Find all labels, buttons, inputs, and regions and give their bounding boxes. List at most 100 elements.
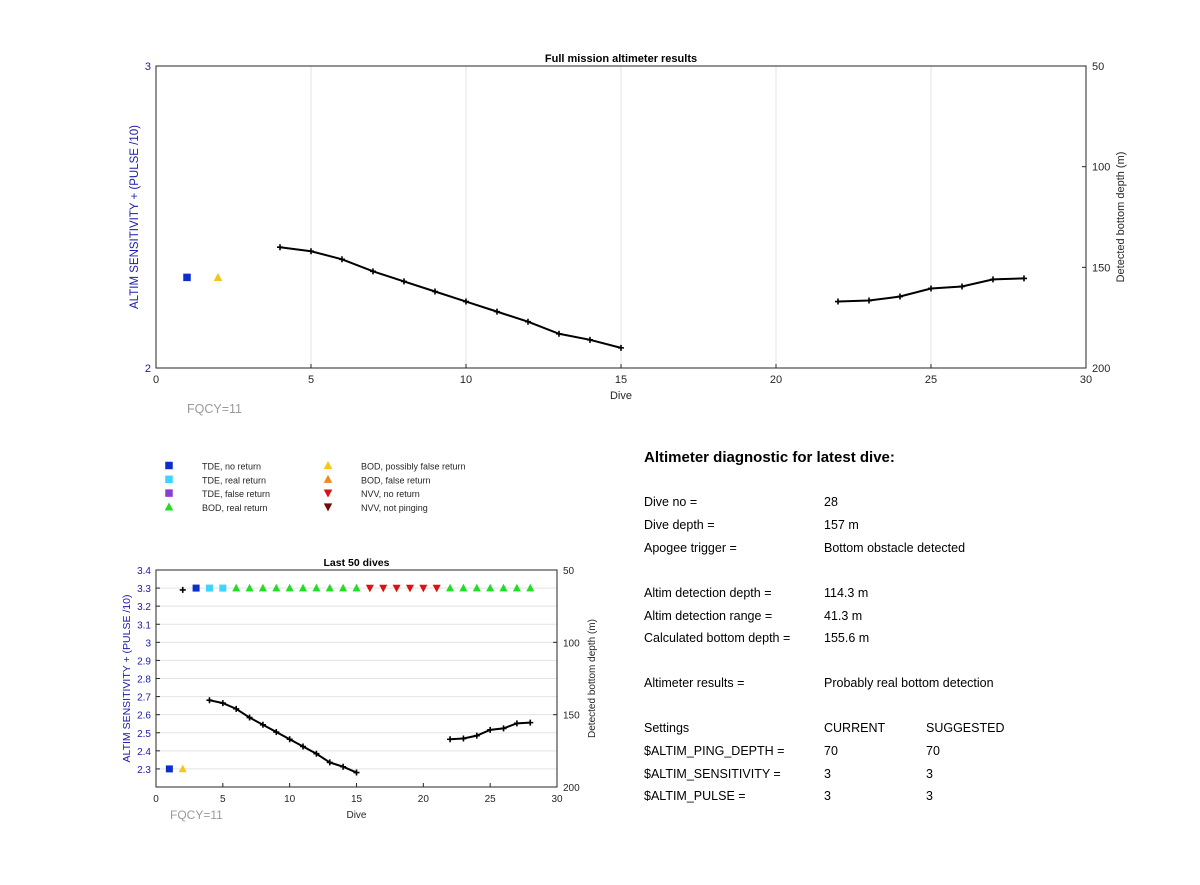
bottom-depth-point <box>473 732 480 739</box>
bottom-depth-point <box>206 697 213 704</box>
y-tick-label: 2.9 <box>137 656 151 667</box>
setting-suggested-value: 70 <box>926 744 940 758</box>
bod-real-return-marker <box>312 583 321 592</box>
bottom-depth-line <box>279 246 622 349</box>
bod-real-return-marker <box>459 583 468 592</box>
nvv-no-return-marker <box>392 584 401 593</box>
legend-marker-bod-false-return <box>323 474 333 483</box>
setting-name: $ALTIM_PULSE = <box>644 789 746 803</box>
diagnostic-row-value: 157 m <box>824 518 859 532</box>
legend-label: BOD, possibly false return <box>361 462 466 472</box>
legend-label: TDE, real return <box>202 475 266 485</box>
diagnostic-row-label: Apogee trigger = <box>644 541 737 555</box>
legend-marker-bod-possibly-false <box>323 460 333 470</box>
x-axis-label: Dive <box>346 810 366 821</box>
bottom-depth-line <box>209 699 357 774</box>
bottom-depth-point <box>308 248 314 255</box>
bottom-depth-point <box>353 769 360 776</box>
full-mission-chart: 0 5 10 15 20 25 30 2 3 50 100 150 200 Full mission al… <box>129 53 1127 416</box>
bottom-depth-point <box>618 344 624 351</box>
setting-name: $ALTIM_PING_DEPTH = <box>644 744 784 758</box>
bottom-depth-point <box>835 298 841 305</box>
x-tick-label: 30 <box>551 794 563 805</box>
setting-current-value: 70 <box>824 744 838 758</box>
bottom-depth-point <box>259 721 266 728</box>
bottom-depth-point <box>313 750 320 757</box>
marker-legend: TDE, no return TDE, real return TDE, false… <box>164 460 466 513</box>
bottom-depth-point <box>233 705 240 712</box>
nvv-no-return-marker <box>365 584 374 593</box>
x-tick-label: 25 <box>485 794 497 805</box>
bottom-depth-point <box>460 735 467 742</box>
diagnostic-row-label: Calculated bottom depth = <box>644 631 790 645</box>
x-tick-label: 15 <box>615 374 627 386</box>
bod-real-return-marker <box>352 583 361 592</box>
legend-label: TDE, false return <box>202 489 270 499</box>
x-tick-label: 15 <box>351 794 363 805</box>
chart-title: Last 50 dives <box>324 557 390 569</box>
bod-real-return-marker <box>339 583 348 592</box>
y-tick-label: 2.6 <box>137 711 151 722</box>
chart-title: Full mission altimeter results <box>545 53 697 65</box>
diagnostic-row-value: 114.3 m <box>824 586 868 600</box>
settings-header-suggested: SUGGESTED <box>926 721 1005 735</box>
setting-name: $ALTIM_SENSITIVITY = <box>644 767 781 781</box>
fqcy-annotation: FQCY=11 <box>187 402 242 416</box>
y2-tick-label: 50 <box>563 566 575 577</box>
diagnostic-row-value: 28 <box>824 495 838 509</box>
bottom-depth-point <box>432 288 438 295</box>
y-axis-label: ALTIM SENSITIVITY + (PULSE /10) <box>129 125 141 309</box>
bod-real-return-marker <box>499 583 508 592</box>
last-50-dives-chart: 0 5 10 15 20 25 30 2.3 2.4 2.5 2.6 2.7 2.8 2.9 3 3.1 3.2… <box>121 557 598 822</box>
legend-label: NVV, no return <box>361 489 420 499</box>
x-tick-label: 30 <box>1080 374 1092 386</box>
x-tick-label: 5 <box>308 374 314 386</box>
y-tick-label: 3.1 <box>137 620 151 631</box>
diagnostic-row-value: 41.3 m <box>824 609 862 623</box>
bottom-depth-point <box>340 763 347 770</box>
bod-real-return-marker <box>325 583 334 592</box>
bottom-depth-point <box>401 278 407 285</box>
bod-real-return-marker <box>446 583 455 592</box>
bottom-depth-point <box>959 283 965 290</box>
bod-real-return-marker <box>512 583 521 592</box>
x-tick-label: 10 <box>460 374 472 386</box>
x-tick-label: 5 <box>220 794 226 805</box>
y2-axis-label: Detected bottom depth (m) <box>587 619 598 738</box>
y-tick-label: 3.2 <box>137 602 151 613</box>
diagnostic-row-value: Bottom obstacle detected <box>824 541 965 555</box>
y-tick-label: 3 <box>145 61 151 73</box>
y-tick-label: 2.5 <box>137 729 151 740</box>
altimeter-diagnostic-panel: Altimeter diagnostic for latest dive: Di… <box>644 449 1005 803</box>
bottom-depth-point <box>326 759 333 766</box>
diagnostic-row-label: Altim detection range = <box>644 609 772 623</box>
setting-suggested-value: 3 <box>926 767 933 781</box>
y-tick-label: 2.3 <box>137 765 151 776</box>
y-tick-label: 2.7 <box>137 693 151 704</box>
y-tick-label: 3.3 <box>137 584 151 595</box>
tde-no-return-marker <box>165 765 173 773</box>
bottom-depth-point <box>990 276 996 283</box>
diagnostic-row-value: 155.6 m <box>824 631 869 645</box>
legend-marker-nvv-not-pinging <box>323 503 333 512</box>
y-tick-label: 3.4 <box>137 566 151 577</box>
nvv-no-return-marker <box>379 584 388 593</box>
x-tick-label: 25 <box>925 374 937 386</box>
x-tick-label: 0 <box>153 374 159 386</box>
x-tick-label: 20 <box>418 794 430 805</box>
y-tick-label: 2.4 <box>137 747 151 758</box>
bottom-depth-point <box>370 268 376 275</box>
bod-real-return-marker <box>299 583 308 592</box>
bod-real-return-marker <box>285 583 294 592</box>
bottom-depth-point <box>447 736 454 743</box>
fqcy-annotation: FQCY=11 <box>170 808 223 822</box>
legend-label: TDE, no return <box>202 462 261 472</box>
diagnostic-row-label: Dive depth = <box>644 518 715 532</box>
bottom-depth-point <box>286 736 293 743</box>
bottom-depth-point <box>463 298 469 305</box>
legend-marker-tde-no-return <box>165 461 173 470</box>
tde-real-return-marker <box>205 584 213 592</box>
x-axis-label: Dive <box>610 390 632 402</box>
legend-marker-bod-real-return <box>164 502 174 511</box>
